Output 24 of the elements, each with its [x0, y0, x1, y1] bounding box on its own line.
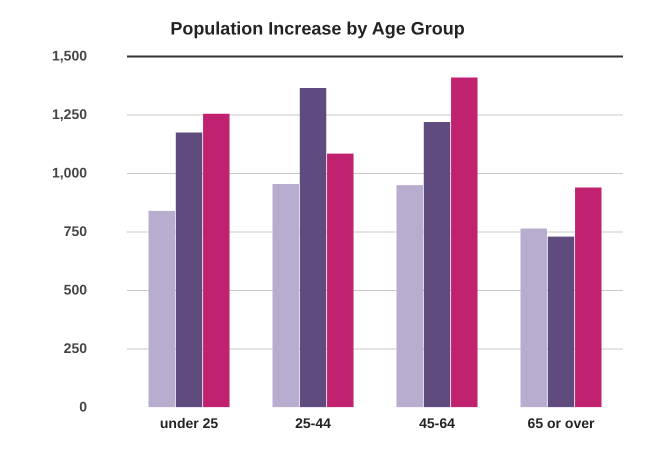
y-tick-label: 1,000	[52, 164, 88, 180]
y-tick-label: 1,500	[52, 47, 88, 64]
bar	[451, 77, 478, 408]
y-tick-label: 500	[64, 281, 88, 298]
bar	[203, 114, 230, 408]
y-tick-label: 0	[79, 398, 88, 414]
bar	[272, 184, 299, 408]
x-tick-label: under 25	[160, 414, 218, 431]
bar	[575, 188, 602, 408]
x-tick-label: 25-44	[295, 414, 332, 431]
bar	[548, 236, 574, 408]
bar	[520, 228, 547, 408]
x-tick-label: 45-64	[419, 414, 456, 431]
bar	[396, 185, 423, 408]
bar	[176, 132, 202, 408]
y-tick-label: 750	[64, 222, 88, 239]
y-tick-label: 250	[64, 340, 88, 356]
bar	[424, 122, 450, 408]
chart-title: Population Increase by Age Group	[170, 18, 465, 39]
bar	[327, 154, 354, 408]
y-tick-label: 1,250	[52, 106, 88, 122]
bar	[148, 210, 175, 408]
x-tick-label: 65 or over	[528, 414, 596, 431]
bar	[300, 88, 326, 408]
